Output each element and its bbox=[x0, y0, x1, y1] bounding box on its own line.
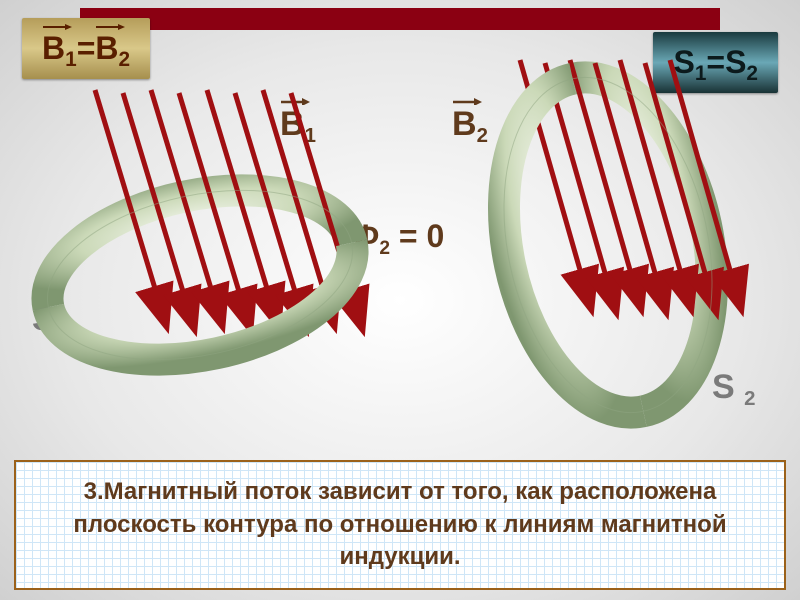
caption-box: 3.Магнитный поток зависит от того, как р… bbox=[14, 460, 786, 590]
diagram-scene bbox=[0, 0, 800, 460]
caption-text: 3.Магнитный поток зависит от того, как р… bbox=[42, 476, 758, 573]
ring-left bbox=[32, 165, 352, 308]
